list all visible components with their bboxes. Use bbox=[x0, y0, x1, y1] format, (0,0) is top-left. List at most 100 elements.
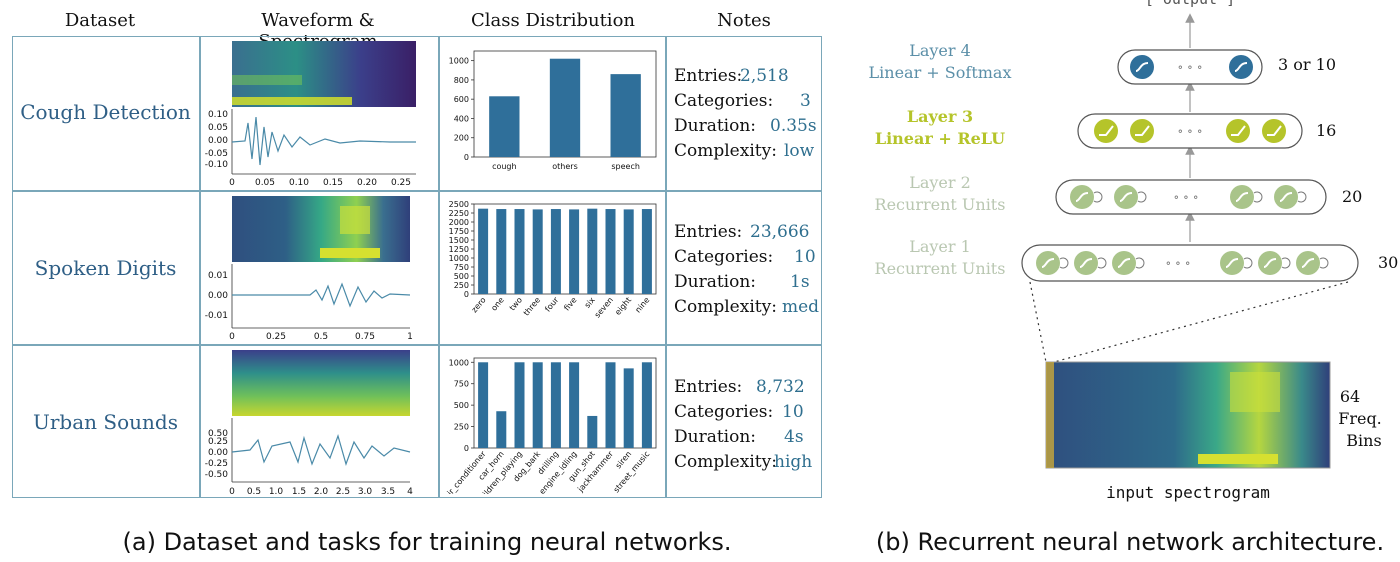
rnn-architecture-diagram: [ output ] ∘ ∘ ∘ ∘ ∘ ∘ ∘ ∘ ∘ ∘ ∘ ∘ 3 or … bbox=[1021, 0, 1398, 502]
layer4-box bbox=[1117, 49, 1263, 85]
waveform-line bbox=[231, 116, 416, 166]
table-divider bbox=[12, 344, 822, 346]
ellipsis: ∘ ∘ ∘ bbox=[1165, 256, 1190, 270]
duration-value: 4s bbox=[784, 427, 804, 447]
layer3-title: Layer 3 bbox=[906, 107, 974, 126]
table-divider bbox=[438, 36, 440, 498]
y-tick-label: 2000 bbox=[449, 218, 469, 227]
complexity-label: Complexity: bbox=[674, 141, 777, 161]
y-tick-label: 1250 bbox=[449, 245, 469, 254]
wave-ytick: 0.00 bbox=[208, 136, 228, 146]
spectrogram-band bbox=[232, 97, 352, 105]
bar bbox=[532, 209, 543, 294]
entries-label: Entries: bbox=[674, 66, 743, 86]
class-distribution-chart-cough: 0 200 400 600 800 1000 cough others speech bbox=[449, 50, 657, 171]
y-tick-label: 400 bbox=[454, 114, 469, 123]
x-tick-label: zero bbox=[470, 295, 488, 314]
caption-a: (a) Dataset and tasks for training neura… bbox=[122, 528, 732, 556]
wave-xtick: 0 bbox=[229, 487, 235, 497]
bar bbox=[569, 362, 580, 448]
spectrogram-image bbox=[232, 41, 416, 107]
categories-value: 10 bbox=[794, 247, 816, 267]
complexity-label: Complexity: bbox=[674, 452, 777, 472]
ellipsis: ∘ ∘ ∘ bbox=[1177, 60, 1202, 74]
bar bbox=[478, 208, 489, 294]
layer4-label: Layer 4 Linear + Softmax bbox=[860, 40, 1020, 84]
wave-ytick: 0.01 bbox=[208, 271, 228, 281]
recurrent-unit bbox=[1220, 251, 1253, 275]
entries-label: Entries: bbox=[674, 377, 743, 397]
freq-bins-label: Bins bbox=[1346, 431, 1381, 450]
wave-ytick: 0.05 bbox=[208, 123, 228, 133]
header-distribution: Class Distribution bbox=[470, 10, 635, 31]
bar bbox=[549, 58, 581, 157]
y-tick-label: 1000 bbox=[449, 358, 469, 367]
duration-label: Duration: bbox=[674, 116, 757, 136]
bar bbox=[641, 362, 652, 448]
freq-bins-label: Freq. bbox=[1338, 409, 1382, 428]
entries-label: Entries: bbox=[674, 222, 743, 242]
relu-unit bbox=[1226, 119, 1250, 143]
y-tick-label: 1750 bbox=[449, 227, 469, 236]
y-tick-label: 750 bbox=[454, 263, 469, 272]
wave-ytick: -0.50 bbox=[205, 470, 229, 480]
notes-cough: Entries: 2,518 Categories: 3 Duration: 0.35… bbox=[674, 66, 822, 176]
wave-xtick: 2.0 bbox=[314, 487, 329, 497]
ellipsis: ∘ ∘ ∘ bbox=[1173, 190, 1198, 204]
wave-xtick: 4 bbox=[407, 487, 413, 497]
layer2-title: Layer 2 bbox=[909, 173, 971, 192]
y-tick-label: 500 bbox=[454, 401, 469, 410]
layer1-label: Layer 1 Recurrent Units bbox=[860, 236, 1020, 280]
wave-xtick: 0.25 bbox=[391, 178, 411, 188]
x-tick-label: others bbox=[552, 162, 577, 171]
wave-xtick: 0.20 bbox=[357, 178, 377, 188]
wave-xtick: 0.5 bbox=[247, 487, 261, 497]
waveform-spectrogram-urban: 0.50 0.25 0.00 -0.25 -0.50 0 0.5 1.0 1.5… bbox=[205, 350, 413, 497]
wave-xtick: 0 bbox=[229, 332, 235, 342]
header-dataset: Dataset bbox=[64, 10, 136, 31]
duration-value: 0.35s bbox=[770, 116, 817, 136]
recurrent-unit bbox=[1070, 185, 1103, 209]
wave-ytick: -0.10 bbox=[205, 160, 229, 170]
bar bbox=[641, 209, 652, 294]
x-tick-label: six bbox=[583, 295, 597, 310]
spectrogram-band bbox=[340, 206, 370, 234]
y-tick-label: 600 bbox=[454, 95, 469, 104]
categories-value: 10 bbox=[782, 402, 804, 422]
y-tick-label: 200 bbox=[454, 134, 469, 143]
layer2-subtitle: Recurrent Units bbox=[874, 195, 1006, 214]
bar bbox=[514, 209, 525, 294]
x-tick-label: five bbox=[562, 295, 578, 312]
y-tick-label: 1000 bbox=[449, 254, 469, 263]
softmax-unit bbox=[1229, 55, 1253, 79]
wave-xtick: 3.5 bbox=[381, 487, 395, 497]
bar bbox=[610, 74, 641, 157]
output-label: [ output ] bbox=[1145, 0, 1235, 8]
layer4-size: 3 or 10 bbox=[1278, 55, 1336, 74]
categories-label: Categories: bbox=[674, 247, 774, 267]
recurrent-unit bbox=[1114, 185, 1147, 209]
softmax-unit bbox=[1130, 55, 1154, 79]
bar bbox=[496, 209, 507, 294]
wave-xtick: 0.25 bbox=[266, 332, 286, 342]
plot-frame bbox=[473, 357, 657, 449]
y-tick-label: 1500 bbox=[449, 236, 469, 245]
waveform-spectrogram-cough: 0.10 0.05 0.00 -0.05 -0.10 0 0.05 0.10 0… bbox=[205, 41, 416, 188]
layer2-size: 20 bbox=[1342, 187, 1362, 206]
bar bbox=[550, 209, 561, 294]
categories-value: 3 bbox=[800, 91, 811, 111]
wave-ytick: -0.25 bbox=[205, 459, 228, 469]
notes-digits: Entries: 23,666 Categories: 10 Duration: 1s… bbox=[674, 222, 822, 332]
input-spectrogram-label: input spectrogram bbox=[1106, 483, 1270, 502]
waveform-line bbox=[232, 282, 411, 308]
complexity-value: low bbox=[784, 141, 815, 161]
layer1-title: Layer 1 bbox=[909, 237, 971, 256]
duration-value: 1s bbox=[790, 272, 810, 292]
entries-value: 23,666 bbox=[750, 222, 810, 242]
wave-xtick: 0.75 bbox=[355, 332, 375, 342]
y-tick-label: 0 bbox=[464, 153, 469, 162]
table-divider bbox=[199, 36, 201, 498]
spectrogram-band bbox=[320, 248, 380, 258]
y-tick-label: 2500 bbox=[449, 200, 469, 209]
